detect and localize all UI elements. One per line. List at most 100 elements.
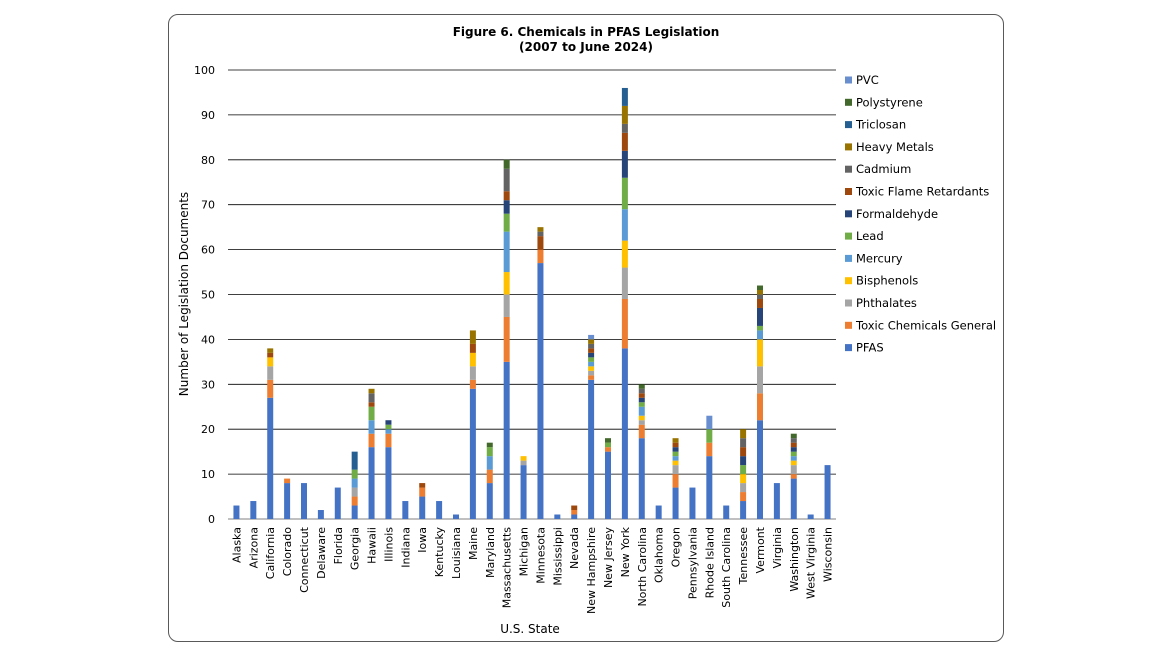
x-tick-label: Tennessee: [737, 527, 750, 586]
bar-segment: [469, 330, 476, 344]
bar-segment: [385, 424, 392, 430]
bar-segment: [605, 442, 611, 448]
bar-segment: [706, 456, 713, 519]
bar-segment: [621, 87, 628, 106]
bar-segment: [368, 393, 375, 403]
bar-segment: [672, 460, 679, 466]
bar-segment: [621, 150, 628, 178]
legend-label: Polystyrene: [856, 95, 923, 109]
bar-segment: [757, 420, 763, 519]
bar-segment: [537, 227, 544, 232]
bar-segment: [790, 478, 797, 519]
legend-swatch: [845, 277, 852, 285]
bar-segment: [689, 487, 696, 519]
bar-segment: [807, 514, 814, 519]
legend-label: Triclosan: [855, 118, 906, 132]
legend-label: Toxic Flame Retardants: [855, 185, 989, 199]
bar-segment: [588, 348, 595, 353]
legend-label: Toxic Chemicals General: [855, 318, 996, 332]
bar-segment: [334, 487, 341, 519]
bar-segment: [790, 456, 797, 461]
bar-segment: [571, 510, 578, 515]
bar-segment: [588, 366, 595, 371]
legend-swatch: [845, 210, 852, 218]
bar-segment: [588, 334, 595, 340]
bar-segment: [638, 406, 645, 416]
bar-segment: [757, 285, 763, 291]
bar-segment: [706, 415, 713, 430]
bar-segment: [588, 352, 595, 358]
bar-segment: [672, 474, 679, 488]
x-tick-label: Rhode Island: [703, 527, 716, 598]
legend-label: Mercury: [856, 251, 903, 265]
bar-segment: [790, 451, 797, 457]
bar-segment: [672, 438, 679, 443]
bar-segment: [351, 505, 358, 519]
y-tick-label: 70: [201, 199, 215, 212]
bar-segment: [757, 294, 763, 299]
bars: [233, 87, 831, 519]
bar-segment: [503, 191, 510, 201]
bar-segment: [368, 402, 375, 407]
bar-segment: [385, 447, 392, 519]
x-tick-label: Oregon: [670, 527, 683, 567]
bar-segment: [588, 375, 595, 380]
bar-segment: [301, 483, 307, 519]
bar-segment: [385, 429, 392, 434]
bar-segment: [672, 465, 679, 475]
bar-segment: [351, 496, 358, 506]
y-tick-label: 60: [201, 244, 215, 257]
x-tick-label: Louisiana: [450, 527, 463, 579]
x-tick-label: Maine: [467, 527, 480, 560]
x-tick-label: Nevada: [568, 527, 581, 569]
bar-segment: [453, 514, 459, 519]
bar-segment: [537, 231, 544, 237]
bar-segment: [419, 483, 426, 488]
legend-swatch: [845, 344, 852, 352]
bar-segment: [621, 177, 628, 210]
bar-segment: [520, 465, 527, 519]
legend-swatch: [845, 232, 852, 240]
bar-segment: [790, 433, 797, 439]
bar-segment: [757, 330, 763, 340]
x-tick-label: Pennsylvania: [686, 527, 699, 599]
legend: PVC Polystyrene Triclosan Heavy Metals Cadmi…: [845, 73, 996, 355]
legend-swatch: [845, 143, 852, 151]
x-tick-label: Oklahoma: [653, 527, 666, 583]
bar-segment: [486, 456, 493, 470]
bar-segment: [605, 451, 611, 519]
legend-swatch: [845, 188, 852, 195]
x-tick-label: Washington: [788, 527, 801, 592]
bar-segment: [621, 132, 628, 151]
bar-segment: [621, 348, 628, 519]
bar-segment: [503, 200, 510, 214]
bar-segment: [250, 501, 257, 519]
y-tick-label: 80: [201, 154, 215, 167]
x-tick-label: Alaska: [230, 527, 243, 563]
bar-segment: [638, 384, 645, 389]
bar-segment: [824, 465, 831, 519]
bar-segment: [588, 357, 595, 362]
bar-segment: [351, 478, 358, 488]
bar-segment: [740, 456, 747, 466]
bar-segment: [706, 442, 713, 457]
bar-segment: [571, 514, 578, 519]
y-tick-label: 100: [194, 64, 215, 77]
bar-segment: [740, 447, 747, 457]
bar-segment: [469, 379, 476, 389]
bar-segment: [723, 505, 730, 519]
bar-segment: [773, 483, 780, 519]
bar-segment: [740, 501, 747, 519]
bar-segment: [469, 352, 476, 367]
bar-segment: [368, 388, 375, 394]
x-tick-label: Mississippi: [551, 527, 564, 586]
legend-swatch: [845, 165, 852, 173]
x-tick-label: Virginia: [771, 527, 784, 568]
x-tick-label: Colorado: [281, 527, 294, 576]
bar-segment: [267, 352, 274, 358]
x-tick-label: California: [264, 527, 277, 579]
bar-segment: [672, 442, 679, 448]
bar-segment: [385, 433, 392, 448]
bar-segment: [790, 465, 797, 475]
